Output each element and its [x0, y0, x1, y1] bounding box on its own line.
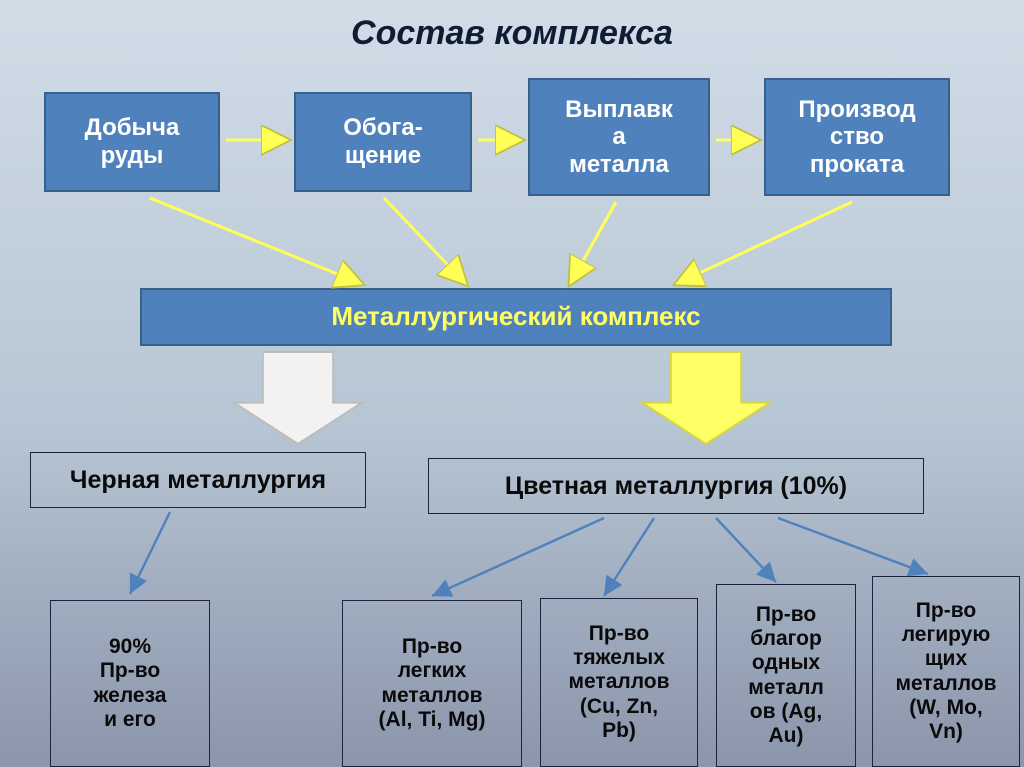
process-box-rolling: Производ ство проката	[764, 78, 950, 196]
process-box-smelt: Выплавк а металла	[528, 78, 710, 196]
slide-title: Состав комплекса	[0, 14, 1024, 53]
leaf-box-noble: Пр-во благор одных металл ов (Ag, Au)	[716, 584, 856, 767]
color-metallurgy-box: Цветная металлургия (10%)	[428, 458, 924, 514]
leaf-box-alloy: Пр-во легирую щих металлов (W, Mo, Vn)	[872, 576, 1020, 767]
leaf-box-heavy: Пр-во тяжелых металлов (Cu, Zn, Pb)	[540, 598, 698, 767]
leaf-box-light: Пр-во легких металлов (Al, Ti, Mg)	[342, 600, 522, 767]
leaf-box-iron: 90% Пр-во железа и его	[50, 600, 210, 767]
metallurgical-complex-box: Металлургический комплекс	[140, 288, 892, 346]
process-box-enrich: Обога- щение	[294, 92, 472, 192]
process-box-mining: Добыча руды	[44, 92, 220, 192]
black-metallurgy-box: Черная металлургия	[30, 452, 366, 508]
